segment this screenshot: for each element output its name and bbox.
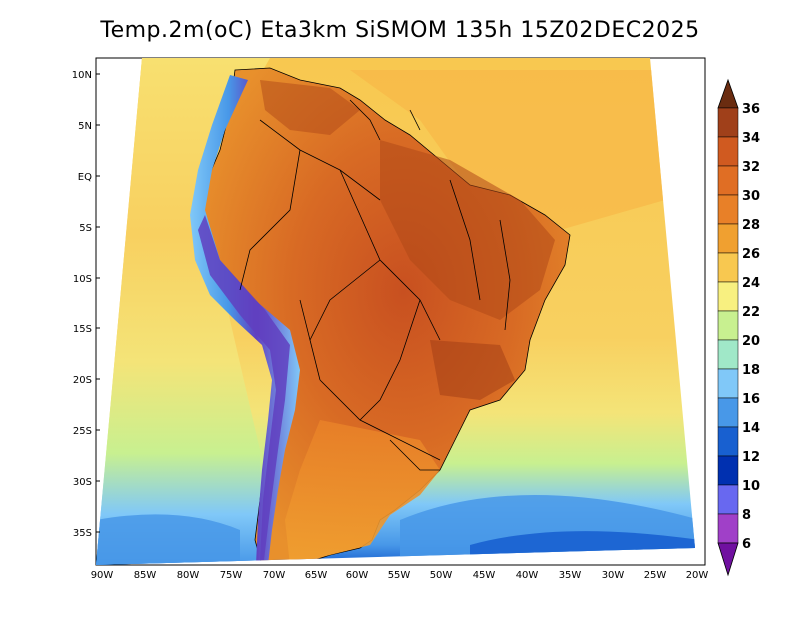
lon-tick-label: 80W [177,570,200,581]
lon-tick-label: 60W [346,570,369,581]
lon-tick-label: 30W [602,570,625,581]
colorbar-swatch [717,165,739,196]
hot-core-northeast [380,140,555,320]
andes-coldest-core [198,215,290,560]
colorbar-swatch [717,136,739,167]
colorbar-label: 6 [742,537,751,552]
colorbar-swatch [717,339,739,370]
lon-tick-label: 65W [305,570,328,581]
colorbar-swatch [717,455,739,486]
colorbar-label: 14 [742,421,760,436]
colorbar-swatch [717,397,739,428]
lon-tick-label: 50W [430,570,453,581]
colorbar-label: 22 [742,305,760,320]
colorbar-swatch [717,107,739,138]
colorbar-label: 34 [742,131,760,146]
colorbar-swatch [717,368,739,399]
field-layer [96,58,695,565]
colorbar-label: 20 [742,334,760,349]
lon-tick-label: 70W [263,570,286,581]
colorbar-label: 16 [742,392,760,407]
lon-tick-label: 40W [516,570,539,581]
lat-tick-label: 35S [73,528,92,539]
hot-core-north [260,80,360,135]
lon-tick-label: 90W [91,570,114,581]
hot-core-southeast [430,340,515,400]
pacific-cold-water [96,514,240,565]
colorbar-min-arrow [717,542,739,577]
lat-tick-label: 30S [73,477,92,488]
lon-tick-label: 20W [686,570,709,581]
colorbar-label: 36 [742,102,760,117]
lat-tick-label: 10N [72,70,92,81]
lat-tick-label: 10S [73,274,92,285]
equatorial-warm-water [350,70,665,230]
map-title: Temp.2m(oC) Eta3km SiSMOM 135h 15Z02DEC2… [100,18,700,43]
colorbar-label: 10 [742,479,760,494]
colorbar-swatch [717,426,739,457]
lat-tick-label: 15S [73,324,92,335]
latitude-axis: 10N 5N EQ 5S 10S 15S 20S 25S 30S 35S [72,70,100,539]
lon-tick-label: 25W [644,570,667,581]
colorbar-label: 28 [742,218,760,233]
longitude-axis: 90W 85W 80W 75W 70W 65W 60W 55W 50W 45W … [91,570,709,581]
lat-tick-label: 5S [79,223,92,234]
lat-tick-label: 5N [78,121,92,132]
lon-tick-label: 55W [388,570,411,581]
colorbar-swatch [717,252,739,283]
lat-tick-label: 20S [73,375,92,386]
colorbar: 36 34 32 30 28 26 24 22 20 18 16 14 12 1… [717,78,760,577]
colorbar-max-arrow [717,78,739,109]
colorbar-swatch [717,281,739,312]
lat-tick-label: 25S [73,426,92,437]
pacific-ocean [96,58,270,565]
colorbar-swatch [717,513,739,544]
colorbar-label: 24 [742,276,760,291]
lon-tick-label: 45W [473,570,496,581]
lon-tick-label: 85W [134,570,157,581]
colorbar-label: 12 [742,450,760,465]
colorbar-label: 30 [742,189,760,204]
country-borders [239,99,511,471]
colorbar-label: 18 [742,363,760,378]
colorbar-swatch [717,223,739,254]
southern-cone [285,420,440,565]
lat-tick-label: EQ [78,172,92,183]
colorbar-label: 8 [742,508,751,523]
lon-tick-label: 35W [559,570,582,581]
colorbar-label: 32 [742,160,760,175]
colorbar-label: 26 [742,247,760,262]
colorbar-swatch [717,484,739,515]
lon-tick-label: 75W [220,570,243,581]
colorbar-swatch [717,194,739,225]
colorbar-swatch [717,310,739,341]
